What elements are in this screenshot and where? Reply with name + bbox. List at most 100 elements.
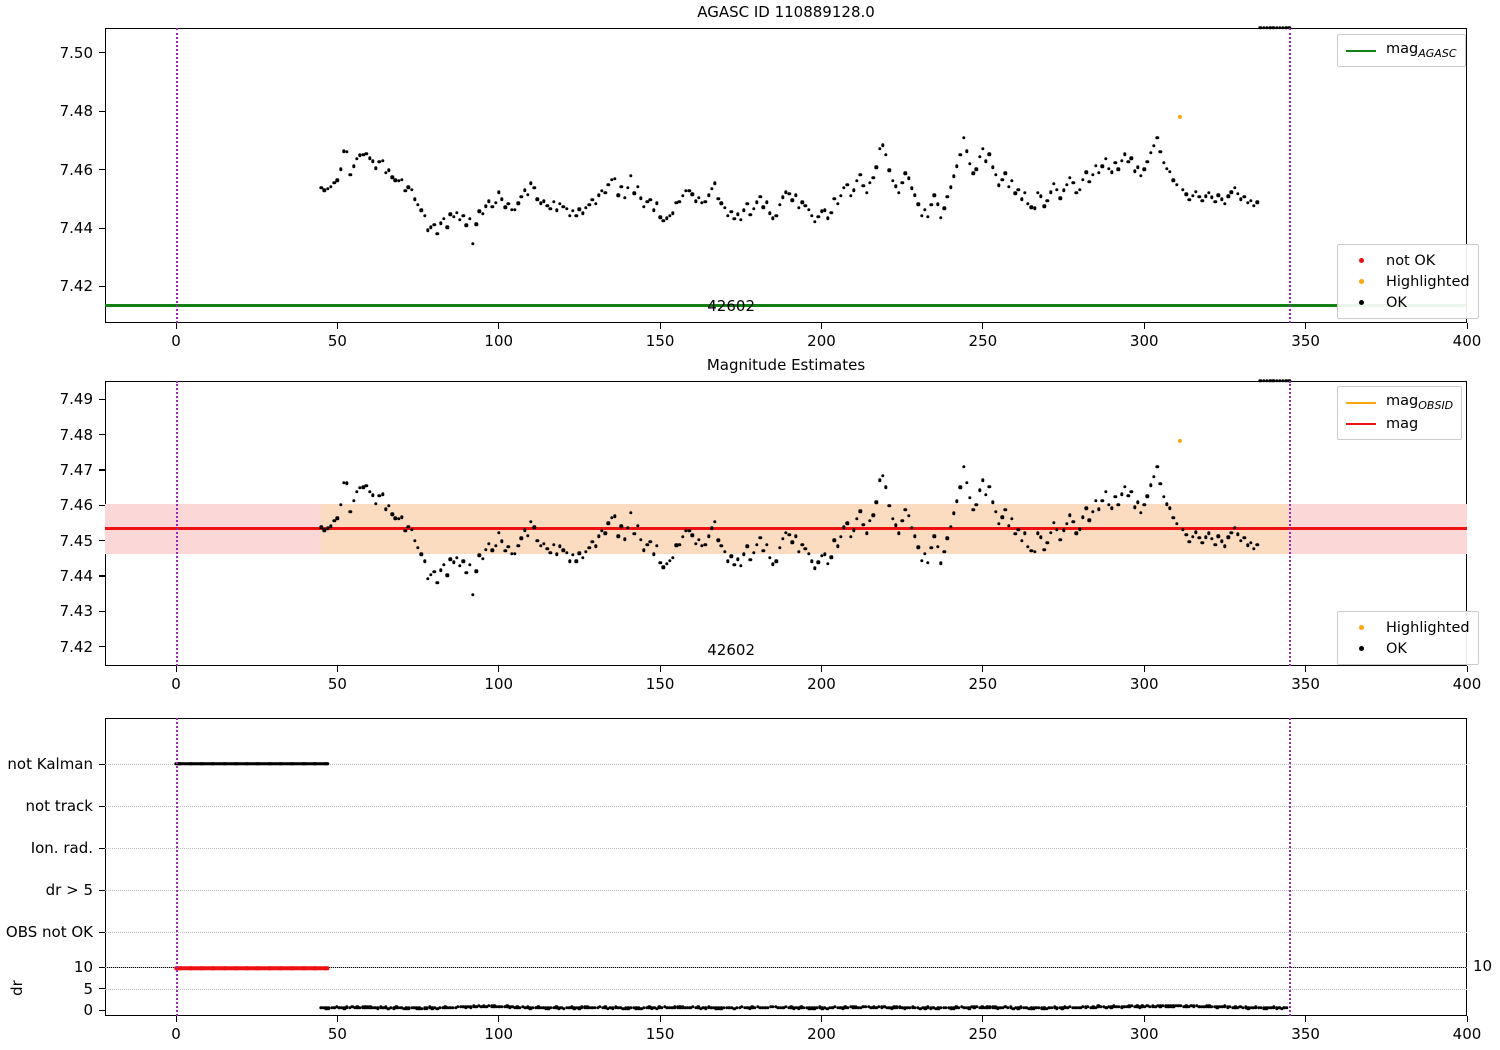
x-tick-mark — [659, 666, 661, 672]
data-point — [661, 565, 666, 570]
data-point — [374, 166, 378, 170]
dr-data-point — [1130, 1004, 1134, 1008]
data-point — [700, 543, 704, 548]
data-point — [1190, 193, 1195, 198]
data-point — [600, 529, 604, 533]
data-point — [1110, 506, 1114, 511]
dr-data-point — [396, 1006, 401, 1010]
data-point — [1174, 521, 1179, 526]
dr-data-point — [1187, 1005, 1191, 1009]
legend-entry: OK — [1346, 638, 1470, 659]
data-point — [1158, 482, 1163, 486]
data-point — [864, 191, 869, 195]
dr-data-point — [569, 1005, 574, 1009]
data-point — [774, 559, 779, 564]
dr-data-point — [1161, 1003, 1165, 1008]
x-tick-mark — [982, 1016, 984, 1022]
dr-data-point — [1256, 1005, 1261, 1010]
data-point — [600, 188, 604, 193]
data-point — [884, 485, 888, 489]
x-tick-label: 250 — [968, 675, 998, 693]
legend-point-status-mid[interactable]: Highlighted OK — [1337, 611, 1479, 665]
dr-data-point — [750, 1005, 755, 1010]
dr-data-point — [1019, 1005, 1023, 1010]
obsid-boundary-line — [176, 718, 178, 1016]
data-point — [403, 188, 407, 193]
dr-data-point — [742, 1006, 747, 1010]
data-point — [603, 531, 607, 535]
data-point — [923, 552, 927, 556]
x-tick-mark — [175, 323, 177, 329]
dr-data-point — [1122, 1005, 1126, 1009]
dr-data-point — [823, 1006, 827, 1010]
data-point — [971, 171, 975, 175]
legend-dot-swatch — [1346, 295, 1376, 311]
data-point — [745, 544, 749, 548]
data-point — [429, 225, 433, 229]
data-point — [668, 213, 672, 218]
y-tick-label: 7.46 — [59, 496, 93, 515]
x-tick-label: 50 — [327, 675, 347, 693]
data-point — [994, 173, 998, 177]
y-tick-label: 7.42 — [59, 277, 93, 296]
data-point — [548, 551, 553, 555]
legend-mag-lines[interactable]: magOBSID mag — [1337, 386, 1463, 440]
dr-data-point — [1045, 1006, 1049, 1011]
data-point — [513, 208, 517, 212]
dr-data-point — [371, 1006, 375, 1010]
data-point — [497, 531, 501, 535]
data-point — [574, 559, 578, 564]
data-point — [458, 218, 462, 222]
dr-data-point — [598, 1005, 602, 1009]
dr-tick-mark — [99, 1009, 105, 1011]
data-point — [658, 561, 662, 565]
legend-label: magAGASC — [1386, 41, 1457, 60]
dr-data-point — [1088, 1006, 1093, 1010]
data-point — [700, 201, 704, 205]
data-point — [1006, 524, 1011, 528]
data-point — [764, 543, 769, 547]
data-point — [1268, 379, 1272, 383]
dr-data-point — [355, 1005, 360, 1010]
bot-axes-frame — [105, 718, 1467, 1016]
data-point — [1136, 165, 1140, 170]
x-tick-label: 50 — [327, 1025, 347, 1043]
data-point — [839, 193, 843, 198]
dr-data-point — [797, 1006, 801, 1010]
data-point — [1220, 197, 1224, 202]
dr-data-point — [856, 1005, 860, 1010]
data-point — [474, 222, 478, 226]
data-point — [1271, 26, 1276, 30]
x-tick-mark — [1466, 666, 1468, 672]
dr-data-point — [378, 1005, 383, 1009]
legend-mag-agasc[interactable]: magAGASC — [1337, 34, 1466, 67]
dr-data-point — [1189, 1004, 1194, 1008]
dr-data-point — [1174, 1003, 1178, 1008]
data-point — [1116, 167, 1121, 172]
dr-data-point — [895, 1005, 899, 1010]
dr-data-point — [1099, 1005, 1103, 1009]
data-point — [642, 205, 646, 209]
dr-data-point — [820, 1006, 824, 1010]
data-point — [1097, 171, 1101, 175]
data-point — [561, 205, 565, 209]
dr-data-point — [1179, 1003, 1183, 1008]
dr-data-point — [539, 1005, 543, 1010]
legend-point-status-top[interactable]: not OK Highlighted OK — [1337, 244, 1479, 319]
data-point — [897, 531, 901, 535]
data-point — [677, 200, 682, 204]
dr-data-point — [415, 1006, 419, 1011]
data-point — [367, 156, 372, 160]
legend-entry: Highlighted — [1346, 617, 1470, 638]
dr-data-point — [637, 1006, 641, 1010]
dr-data-point — [786, 1005, 791, 1010]
data-point — [1249, 541, 1253, 545]
dr-data-point — [681, 1005, 685, 1010]
dr-data-point — [655, 1006, 659, 1011]
category-gridline — [105, 806, 1467, 807]
dr-data-point — [763, 1006, 768, 1010]
dr-data-point — [384, 1005, 388, 1010]
data-point — [748, 213, 753, 217]
dr-data-point — [851, 1005, 855, 1009]
data-point — [803, 547, 808, 551]
